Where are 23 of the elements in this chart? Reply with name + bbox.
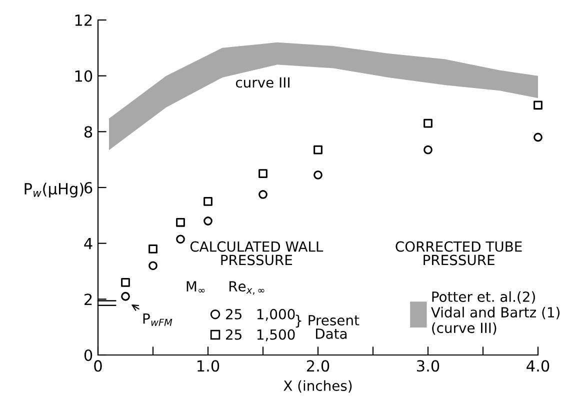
- annotation: CALCULATED WALL PRESSURE: [190, 241, 324, 266]
- y-tick-label: 6: [84, 182, 92, 194]
- x-tick-label: 2.0: [306, 360, 330, 372]
- y-tick-label: 10: [75, 70, 92, 82]
- x-tick-label: 4.0: [526, 360, 550, 372]
- x-tick-label: 3.0: [417, 360, 440, 372]
- annotation: curve III: [236, 77, 290, 88]
- y-tick-label: 4: [84, 238, 92, 250]
- x-tick-label: 0: [94, 360, 102, 372]
- y-tick-label: 8: [84, 126, 92, 138]
- annotation: P$_{wFM}$: [143, 314, 172, 326]
- y-tick-label: 0: [84, 349, 92, 362]
- y-tick-label: 12: [75, 14, 92, 26]
- x-tick-label: 1.0: [198, 360, 220, 372]
- annotation: } Present Data: [296, 314, 360, 339]
- legend-label: Potter et. al.(2) Vidal and Bartz (1) (curve III): [431, 291, 560, 335]
- y-axis-title: P$_{w}$(μHg): [24, 182, 84, 198]
- legend-label: 25 1,500: [226, 329, 295, 342]
- annotation: CORRECTED TUBE PRESSURE: [396, 241, 522, 266]
- x-axis-title: X (inches): [284, 380, 352, 393]
- legend-label: 25 1,000: [226, 308, 295, 321]
- y-tick-label: 2: [84, 294, 92, 305]
- text: M$_{∞}$ Re$_{x,∞}$: [186, 281, 264, 295]
